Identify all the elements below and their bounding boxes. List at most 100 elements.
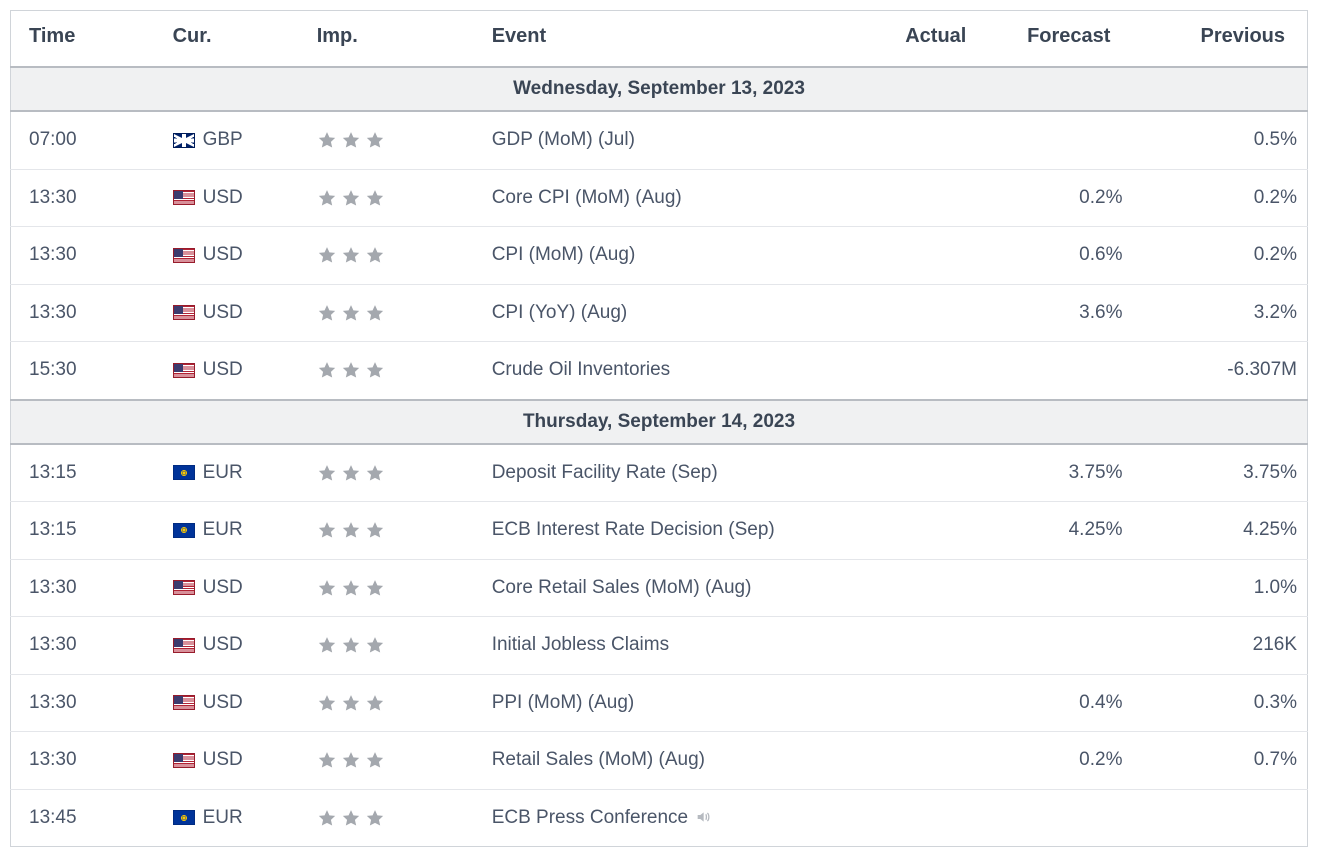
cell-previous: -6.307M — [1132, 342, 1307, 400]
table-row[interactable]: 07:00GBPGDP (MoM) (Jul)0.5% — [11, 111, 1308, 169]
cell-event[interactable]: Initial Jobless Claims — [474, 617, 875, 675]
cell-event[interactable]: Deposit Facility Rate (Sep) — [474, 444, 875, 502]
us-flag-icon — [173, 190, 195, 205]
event-name: Core Retail Sales (MoM) (Aug) — [492, 577, 752, 598]
currency-code: USD — [203, 634, 243, 656]
cell-importance — [299, 111, 474, 169]
cell-currency: EUR — [155, 444, 299, 502]
star-icon — [365, 245, 385, 265]
star-icon — [365, 578, 385, 598]
cell-actual — [875, 559, 988, 617]
star-icon — [317, 360, 337, 380]
cell-actual — [875, 732, 988, 790]
cell-time: 15:30 — [11, 342, 155, 400]
table-row[interactable]: 13:30 USD CPI (YoY) (Aug) 3.6%3.2% — [11, 284, 1308, 342]
star-icon — [317, 130, 337, 150]
cell-event[interactable]: Core Retail Sales (MoM) (Aug) — [474, 559, 875, 617]
cell-importance — [299, 342, 474, 400]
cell-time: 13:30 — [11, 227, 155, 285]
table-row[interactable]: 13:30USDRetail Sales (MoM) (Aug)0.2%0.7% — [11, 732, 1308, 790]
cell-event[interactable]: CPI (MoM) (Aug) — [474, 227, 875, 285]
cell-importance — [299, 674, 474, 732]
star-icon — [341, 245, 361, 265]
eu-flag-icon — [173, 523, 195, 538]
table-row[interactable]: 13:30USDInitial Jobless Claims216K — [11, 617, 1308, 675]
cell-time: 13:15 — [11, 502, 155, 560]
cell-currency: USD — [155, 342, 299, 400]
event-name: Deposit Facility Rate (Sep) — [492, 462, 718, 483]
event-name: CPI (MoM) (Aug) — [492, 244, 636, 265]
star-icon — [317, 635, 337, 655]
table-row[interactable]: 15:30USD Crude Oil Inventories -6.307M — [11, 342, 1308, 400]
currency-code: USD — [203, 577, 243, 599]
table-header-row: Time Cur. Imp. Event Actual Forecast Pre… — [11, 11, 1308, 68]
star-icon — [317, 463, 337, 483]
cell-actual — [875, 111, 988, 169]
cell-forecast: 3.6% — [988, 284, 1132, 342]
currency-code: USD — [203, 244, 243, 266]
cell-time: 13:30 — [11, 169, 155, 227]
star-icon — [365, 188, 385, 208]
date-label: Wednesday, September 13, 2023 — [11, 67, 1308, 111]
event-name: ECB Press Conference — [492, 807, 688, 828]
cell-currency: EUR — [155, 789, 299, 847]
cell-event[interactable]: Crude Oil Inventories — [474, 342, 875, 400]
star-icon — [341, 520, 361, 540]
star-icon — [365, 635, 385, 655]
cell-actual — [875, 227, 988, 285]
currency-code: USD — [203, 302, 243, 324]
cell-actual — [875, 674, 988, 732]
star-icon — [365, 693, 385, 713]
cell-event[interactable]: PPI (MoM) (Aug) — [474, 674, 875, 732]
table-row[interactable]: 13:45EURECB Press Conference — [11, 789, 1308, 847]
cell-event[interactable]: Retail Sales (MoM) (Aug) — [474, 732, 875, 790]
cell-time: 13:30 — [11, 674, 155, 732]
star-icon — [365, 463, 385, 483]
table-row[interactable]: 13:15 EUR ECB Interest Rate Decision (Sep)… — [11, 502, 1308, 560]
table-row[interactable]: 13:30USDPPI (MoM) (Aug)0.4%0.3% — [11, 674, 1308, 732]
star-icon — [341, 303, 361, 323]
currency-code: USD — [203, 749, 243, 771]
star-icon — [365, 808, 385, 828]
table-row[interactable]: 13:15EURDeposit Facility Rate (Sep)3.75%… — [11, 444, 1308, 502]
currency-code: GBP — [203, 129, 243, 151]
cell-event[interactable]: GDP (MoM) (Jul) — [474, 111, 875, 169]
cell-previous: 3.2% — [1132, 284, 1307, 342]
cell-currency: USD — [155, 227, 299, 285]
col-header-importance: Imp. — [299, 11, 474, 68]
star-icon — [341, 578, 361, 598]
star-icon — [341, 808, 361, 828]
star-icon — [341, 750, 361, 770]
cell-currency: USD — [155, 559, 299, 617]
cell-forecast: 0.2% — [988, 169, 1132, 227]
table-row[interactable]: 13:30USDCPI (MoM) (Aug)0.6%0.2% — [11, 227, 1308, 285]
cell-time: 13:30 — [11, 284, 155, 342]
table-row[interactable]: 13:30USDCore CPI (MoM) (Aug)0.2%0.2% — [11, 169, 1308, 227]
star-icon — [341, 693, 361, 713]
cell-event[interactable]: Core CPI (MoM) (Aug) — [474, 169, 875, 227]
star-icon — [341, 463, 361, 483]
star-icon — [317, 520, 337, 540]
currency-code: USD — [203, 692, 243, 714]
table-row[interactable]: 13:30USDCore Retail Sales (MoM) (Aug)1.0… — [11, 559, 1308, 617]
col-header-previous: Previous — [1132, 11, 1307, 68]
us-flag-icon — [173, 638, 195, 653]
cell-forecast: 4.25% — [988, 502, 1132, 560]
star-icon — [341, 635, 361, 655]
cell-event[interactable]: ECB Interest Rate Decision (Sep) — [474, 502, 875, 560]
cell-forecast — [988, 342, 1132, 400]
star-icon — [341, 360, 361, 380]
currency-code: EUR — [203, 807, 243, 829]
cell-event[interactable]: ECB Press Conference — [474, 789, 875, 847]
event-name: PPI (MoM) (Aug) — [492, 692, 635, 713]
eu-flag-icon — [173, 810, 195, 825]
cell-time: 13:30 — [11, 732, 155, 790]
cell-event[interactable]: CPI (YoY) (Aug) — [474, 284, 875, 342]
star-icon — [317, 245, 337, 265]
currency-code: EUR — [203, 519, 243, 541]
cell-importance — [299, 169, 474, 227]
star-icon — [365, 130, 385, 150]
cell-currency: USD — [155, 169, 299, 227]
currency-code: EUR — [203, 462, 243, 484]
star-icon — [365, 750, 385, 770]
